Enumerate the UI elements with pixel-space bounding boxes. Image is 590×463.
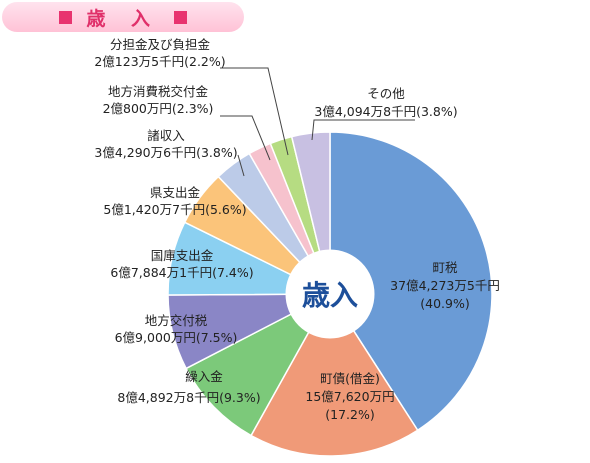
leader-line-shoshuunyuu bbox=[237, 154, 245, 177]
slice-label-name: 県支出金 bbox=[150, 185, 201, 200]
donut-hole bbox=[285, 249, 375, 339]
leader-line-sonota bbox=[311, 119, 415, 141]
slice-label-name: 国庫支出金 bbox=[151, 248, 214, 263]
leader-line-buntan bbox=[220, 67, 289, 156]
slice-label-percent: (40.9%) bbox=[420, 296, 469, 311]
slice-label-name: 諸収入 bbox=[147, 128, 185, 143]
leader-lines bbox=[220, 67, 415, 177]
slice-label-amount-percent: 8億4,892万8千円(9.3%) bbox=[117, 390, 260, 405]
slice-label-amount-percent: 5億1,420万7千円(5.6%) bbox=[103, 202, 246, 217]
slice-label-name: 町債(借金) bbox=[320, 371, 380, 386]
pie-slice-kurikoshi bbox=[185, 292, 332, 437]
slice-label-name: 分担金及び負担金 bbox=[110, 37, 211, 52]
slice-label-amount: 15億7,620万円 bbox=[305, 389, 394, 404]
slice-label-name: 地方消費税交付金 bbox=[108, 84, 209, 99]
slice-label-amount-percent: 6億7,884万1千円(7.4%) bbox=[110, 265, 253, 280]
page-title: 歳 入 bbox=[86, 7, 160, 30]
square-icon bbox=[59, 10, 73, 24]
pie-slice-chosai bbox=[250, 292, 419, 457]
slice-label-name: その他 bbox=[367, 86, 405, 101]
slice-label-amount-percent: 6億9,000万円(7.5%) bbox=[115, 330, 238, 345]
slice-label-amount-percent: 3億4,290万6千円(3.8%) bbox=[94, 145, 237, 160]
donut-center-label: 歳入 bbox=[302, 279, 358, 312]
leader-line-chihoushouhi bbox=[220, 115, 271, 161]
slice-label-name: 繰入金 bbox=[185, 369, 223, 384]
title-banner: 歳 入 bbox=[2, 2, 244, 32]
slice-label-amount-percent: 3億4,094万8千円(3.8%) bbox=[314, 104, 457, 119]
slice-label-amount-percent: 2億123万5千円(2.2%) bbox=[94, 54, 225, 69]
slice-label-name: 地方交付税 bbox=[145, 313, 208, 328]
slice-label-amount-percent: 2億800万円(2.3%) bbox=[103, 101, 214, 116]
slice-label-percent: (17.2%) bbox=[325, 407, 374, 422]
slice-label-amount: 37億4,273万5千円 bbox=[390, 278, 500, 293]
square-icon bbox=[173, 10, 187, 24]
slice-label-name: 町税 bbox=[432, 260, 458, 275]
